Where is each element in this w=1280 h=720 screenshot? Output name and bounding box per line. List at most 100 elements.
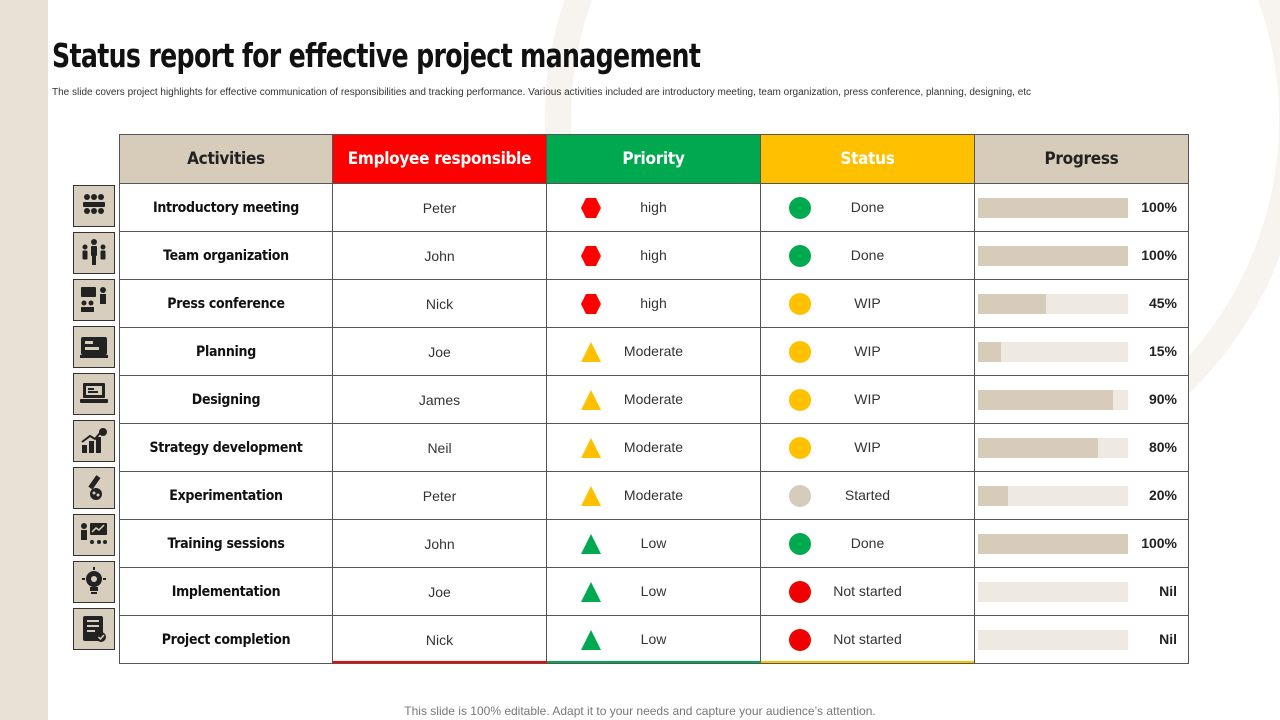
priority-cell: Low <box>546 519 761 568</box>
progress-percent: 100% <box>1141 199 1177 215</box>
employee-cell: John <box>332 231 547 280</box>
status-dot-icon <box>789 437 811 459</box>
header-progress: Progress <box>974 134 1189 184</box>
status-label: WIP <box>854 295 881 311</box>
status-dot-icon <box>789 581 811 603</box>
meeting-icon <box>83 194 105 214</box>
header-activities: Activities <box>119 134 333 184</box>
activity-icon-box <box>73 467 115 509</box>
slide-title: Status report for effective project mana… <box>52 36 701 75</box>
progress-bar-fill <box>978 294 1046 314</box>
priority-cell: Moderate <box>546 423 761 472</box>
table-body: Introductory meeting Peter high Done 100% Tea… <box>119 183 1189 664</box>
progress-percent: 20% <box>1148 487 1177 503</box>
progress-cell: 100% <box>974 231 1189 280</box>
employee-cell: Joe <box>332 567 547 616</box>
progress-percent: 15% <box>1148 343 1177 359</box>
priority-label: Low <box>640 583 667 599</box>
employee-cell: Joe <box>332 327 547 376</box>
employee-cell: Nick <box>332 279 547 328</box>
press-conference-icon <box>81 287 106 312</box>
triangle-yellow-icon <box>581 342 601 362</box>
status-label: Not started <box>833 583 902 599</box>
status-cell: WIP <box>760 423 975 472</box>
priority-label: Low <box>640 631 667 647</box>
header-employee-responsible: Employee responsible <box>332 134 547 184</box>
progress-percent: 100% <box>1141 247 1177 263</box>
progress-bar-track <box>978 198 1128 218</box>
priority-label: Moderate <box>623 343 684 359</box>
slide-subtitle: The slide covers project highlights for … <box>52 87 1032 98</box>
status-cell: Started <box>760 471 975 520</box>
table-row: Strategy development Neil Moderate WIP 80% <box>119 423 1189 472</box>
table-row: Team organization John high Done 100% <box>119 231 1189 280</box>
activity-icon-box <box>73 420 115 462</box>
progress-cell: Nil <box>974 567 1189 616</box>
progress-bar-track <box>978 582 1128 602</box>
priority-label: Moderate <box>623 439 684 455</box>
table-header-row: Activities Employee responsible Priority… <box>119 134 1189 184</box>
progress-bar-fill <box>978 390 1113 410</box>
activity-icon-box <box>73 185 115 227</box>
lightbulb-gear-icon <box>82 567 106 594</box>
status-dot-icon <box>789 485 811 507</box>
activity-icon-box <box>73 326 115 368</box>
progress-cell: 100% <box>974 183 1189 232</box>
progress-cell: 80% <box>974 423 1189 472</box>
progress-percent: 80% <box>1148 439 1177 455</box>
priority-cell: high <box>546 231 761 280</box>
progress-bar-fill <box>978 534 1128 554</box>
priority-cell: high <box>546 279 761 328</box>
progress-bar-fill <box>978 246 1128 266</box>
status-column-underline <box>761 661 974 663</box>
progress-percent: 100% <box>1141 535 1177 551</box>
priority-cell: Moderate <box>546 327 761 376</box>
activity-cell: Training sessions <box>119 519 333 568</box>
employee-column-underline <box>333 661 547 663</box>
hexagon-red-icon <box>581 294 601 314</box>
activity-cell: Press conference <box>119 279 333 328</box>
status-dot-icon <box>789 629 811 651</box>
progress-percent: 90% <box>1148 391 1177 407</box>
header-priority: Priority <box>546 134 761 184</box>
status-dot-icon <box>789 197 811 219</box>
employee-cell: Nick <box>332 615 547 664</box>
growth-chart-icon <box>81 428 107 453</box>
checklist-icon <box>83 616 106 642</box>
priority-cell: high <box>546 183 761 232</box>
status-label: Done <box>850 535 885 551</box>
status-label: Done <box>850 199 885 215</box>
status-cell: WIP <box>760 327 975 376</box>
status-dot-icon <box>789 533 811 555</box>
triangle-green-icon <box>581 534 601 554</box>
triangle-yellow-icon <box>581 486 601 506</box>
progress-percent: 45% <box>1148 295 1177 311</box>
status-cell: WIP <box>760 375 975 424</box>
priority-cell: Low <box>546 567 761 616</box>
priority-cell: Moderate <box>546 471 761 520</box>
table-row: Implementation Joe Low Not started Nil <box>119 567 1189 616</box>
activity-cell: Planning <box>119 327 333 376</box>
status-cell: Done <box>760 231 975 280</box>
status-cell: Done <box>760 183 975 232</box>
triangle-green-icon <box>581 630 601 650</box>
progress-cell: 20% <box>974 471 1189 520</box>
activity-icon-column <box>73 185 117 655</box>
activity-icon-box <box>73 232 115 274</box>
activity-cell: Team organization <box>119 231 333 280</box>
triangle-yellow-icon <box>581 390 601 410</box>
progress-bar-track <box>978 390 1128 410</box>
header-status: Status <box>760 134 975 184</box>
status-dot-icon <box>789 341 811 363</box>
activity-icon-box <box>73 608 115 650</box>
activity-icon-box <box>73 373 115 415</box>
hexagon-red-icon <box>581 198 601 218</box>
activity-cell: Implementation <box>119 567 333 616</box>
progress-bar-track <box>978 342 1128 362</box>
employee-cell: Peter <box>332 183 547 232</box>
status-label: Not started <box>833 631 902 647</box>
activity-cell: Project completion <box>119 615 333 664</box>
progress-bar-track <box>978 534 1128 554</box>
test-tube-icon <box>88 475 102 500</box>
activity-icon-box <box>73 561 115 603</box>
